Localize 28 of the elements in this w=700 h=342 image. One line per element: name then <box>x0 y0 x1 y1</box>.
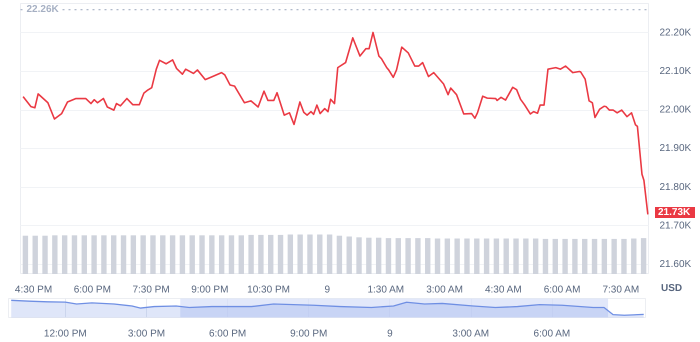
y-tick-label: 22.10K <box>660 66 692 77</box>
y-tick-label: 21.70K <box>660 220 692 232</box>
x-tick-label: 10:30 PM <box>247 284 290 296</box>
x-tick-label: 7:30 AM <box>602 284 640 296</box>
x-tick-label: 6:00 AM <box>544 284 580 296</box>
x-tick-label: 9 <box>387 328 394 340</box>
x-tick-label: 7:30 PM <box>132 284 170 296</box>
y-tick-label: 21.80K <box>660 182 692 193</box>
ref-line-label: 22.26K <box>26 4 60 16</box>
annotation: 21.73K <box>658 207 690 218</box>
x-tick-label: 4:30 AM <box>484 284 522 296</box>
x-tick-label: 6:00 AM <box>534 328 570 340</box>
x-tick-label: 4:30 PM <box>14 284 52 296</box>
x-tick-label: 6:00 PM <box>208 328 246 340</box>
y-tick-label: 22.00K <box>660 104 692 116</box>
x-tick-label: 3:00 AM <box>426 284 463 296</box>
y-tick-label: 22.20K <box>660 27 692 38</box>
x-tick-label: 3:00 AM <box>452 328 490 340</box>
y-tick-label: 21.60K <box>660 259 692 270</box>
x-tick-label: 6:00 PM <box>74 284 111 296</box>
x-tick-label: 12:00 PM <box>44 328 87 340</box>
text: USD <box>661 283 682 295</box>
x-tick-label: 3:00 PM <box>128 328 166 340</box>
x-tick-label: 1:30 AM <box>367 284 404 296</box>
y-tick-label: 21.90K <box>660 143 692 154</box>
x-tick-label: 9:00 PM <box>290 328 328 340</box>
x-tick-label: 9 <box>324 284 331 296</box>
x-tick-label: 9:00 PM <box>191 284 228 296</box>
